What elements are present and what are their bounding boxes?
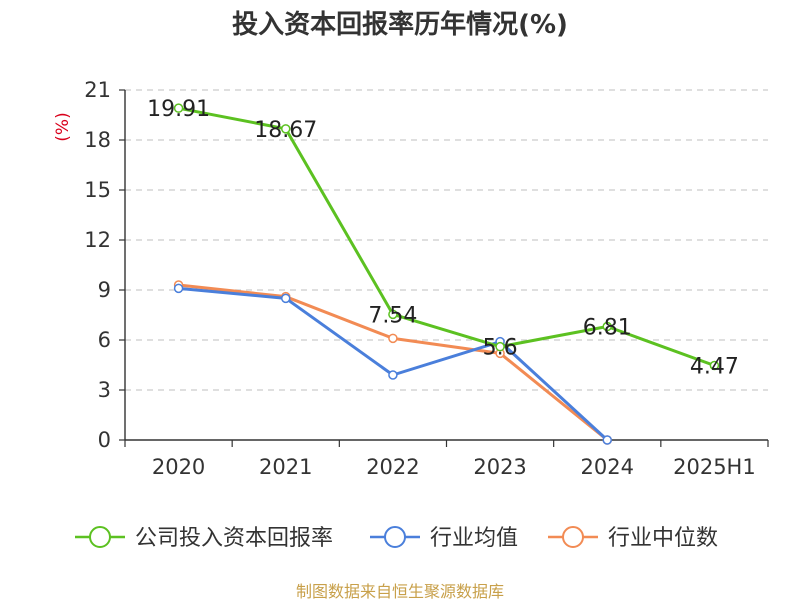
series-lines (173, 103, 720, 445)
legend-label: 行业中位数 (608, 526, 718, 551)
y-tick-label: 18 (84, 128, 111, 152)
data-point (388, 370, 398, 380)
chart-title: 投入资本回报率历年情况(%) (232, 10, 568, 40)
legend-item[interactable]: 公司投入资本回报率 (75, 526, 333, 551)
x-tick-label: 2021 (259, 455, 312, 479)
data-label: 7.54 (368, 303, 417, 328)
legend[interactable]: 公司投入资本回报率 行业均值 行业中位数 (75, 526, 718, 551)
legend-item[interactable]: 行业中位数 (548, 526, 718, 551)
data-label: 4.47 (690, 355, 739, 380)
x-tick-label: 2024 (581, 455, 634, 479)
legend-marker (562, 526, 584, 548)
data-label: 6.81 (583, 316, 632, 341)
source-note: 制图数据来自恒生聚源数据库 (295, 582, 504, 601)
x-tick-label: 2023 (473, 455, 526, 479)
axes: 0 3 6 9 12 15 18 21 2020 2021 2022 2023 2024 2025H1 (%… (53, 78, 769, 479)
data-point (281, 124, 291, 134)
data-point (602, 321, 612, 332)
grid-lines (125, 89, 768, 391)
legend-marker (384, 526, 406, 548)
data-point (495, 341, 505, 352)
y-tick-label: 0 (98, 428, 111, 452)
data-point (281, 293, 291, 304)
data-label: 18.67 (254, 118, 317, 143)
y-tick-label: 3 (98, 378, 111, 402)
y-tick-label: 15 (84, 178, 111, 202)
x-tick-label: 2022 (366, 455, 419, 479)
series-line (178, 106, 715, 367)
x-tick-label: 2020 (152, 455, 205, 479)
data-point (709, 360, 720, 371)
legend-item[interactable]: 行业均值 (370, 526, 518, 551)
data-label: 5.6 (483, 336, 518, 361)
legend-label: 行业均值 (430, 526, 518, 551)
data-point (173, 103, 184, 113)
data-point (388, 333, 398, 344)
data-label: 19.91 (147, 97, 210, 122)
data-labels: 19.91 18.67 7.54 5.6 6.81 4.47 (147, 97, 739, 379)
legend-label: 公司投入资本回报率 (135, 526, 333, 551)
x-tick-label: 2025H1 (673, 455, 756, 479)
y-tick-label: 6 (98, 328, 111, 352)
y-tick-label: 21 (84, 78, 111, 102)
y-axis-label: (%) (53, 112, 73, 141)
legend-marker (89, 526, 111, 548)
data-point (388, 309, 398, 320)
y-tick-label: 9 (98, 278, 111, 302)
data-point (602, 435, 612, 445)
data-point (173, 283, 184, 294)
y-tick-label: 12 (84, 228, 111, 252)
